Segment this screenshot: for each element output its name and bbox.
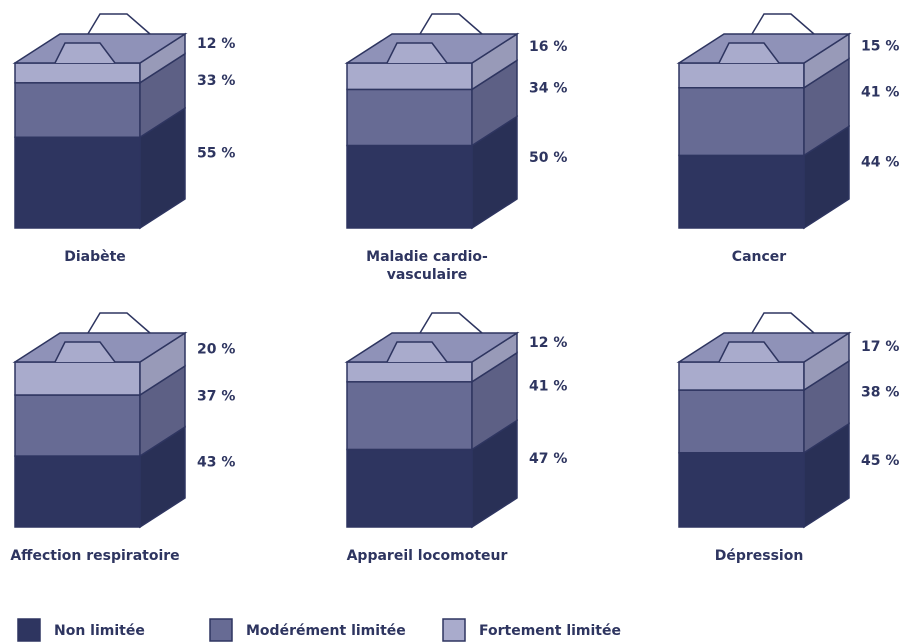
value-label: 20 % — [197, 342, 235, 358]
legend-swatch — [442, 618, 466, 642]
category-label: Cancer — [731, 249, 787, 265]
bar — [346, 144, 473, 229]
category-label: Diabète — [64, 249, 126, 265]
bar — [678, 62, 805, 89]
value-label: 47 % — [529, 451, 567, 467]
inner-handle — [386, 42, 448, 64]
handle — [419, 13, 483, 35]
bar — [678, 361, 805, 391]
value-label: 12 % — [529, 335, 567, 351]
handle — [751, 312, 815, 334]
bar — [346, 381, 473, 451]
legend-swatch — [17, 618, 41, 642]
handle — [87, 312, 151, 334]
category-label: Maladie cardio-vasculaire — [366, 249, 488, 283]
category-label: Appareil locomoteur — [346, 548, 508, 564]
value-label: 16 % — [529, 39, 567, 55]
value-label: 55 % — [197, 146, 235, 162]
value-label: 37 % — [197, 389, 235, 405]
value-label: 50 % — [529, 150, 567, 166]
value-label: 43 % — [197, 455, 235, 471]
bar — [678, 87, 805, 157]
value-label: 38 % — [861, 384, 899, 400]
value-label: 17 % — [861, 339, 899, 355]
inner-handle — [718, 341, 780, 363]
handle — [751, 13, 815, 35]
bar — [14, 136, 141, 229]
handle — [419, 312, 483, 334]
bar — [14, 455, 141, 528]
bar — [346, 88, 473, 147]
bar — [346, 361, 473, 383]
category-label: Dépression — [714, 548, 804, 564]
value-label: 33 % — [197, 73, 235, 89]
value-label: 45 % — [861, 453, 899, 469]
bar — [14, 361, 141, 396]
value-label: 34 % — [529, 80, 567, 96]
inner-handle — [54, 341, 116, 363]
value-label: 41 % — [861, 85, 899, 101]
value-label: 44 % — [861, 155, 899, 171]
bar — [14, 62, 141, 84]
inner-handle — [718, 42, 780, 64]
category-label: Affection respiratoire — [10, 548, 180, 564]
legend-swatch — [209, 618, 233, 642]
bar — [14, 82, 141, 139]
inner-handle — [54, 42, 116, 64]
inner-handle — [386, 341, 448, 363]
bar — [14, 394, 141, 457]
value-label: 12 % — [197, 36, 235, 52]
bar — [678, 452, 805, 528]
value-label: 41 % — [529, 379, 567, 395]
bar — [346, 62, 473, 91]
bar — [678, 154, 805, 229]
value-label: 15 % — [861, 38, 899, 54]
legend-label: Fortement limitée — [479, 623, 621, 639]
legend-label: Modérément limitée — [246, 623, 406, 639]
legend-label: Non limitée — [54, 623, 145, 639]
handle — [87, 13, 151, 35]
bar — [678, 389, 805, 454]
bar — [346, 448, 473, 528]
